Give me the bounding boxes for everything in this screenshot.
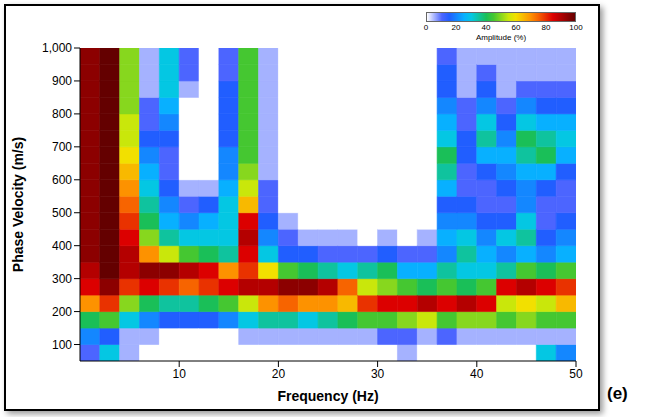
svg-text:700: 700 — [52, 140, 72, 154]
svg-text:10: 10 — [173, 367, 187, 381]
html-text:60: 60 — [511, 23, 521, 32]
html-text:80: 80 — [541, 23, 551, 32]
svg-text:200: 200 — [52, 305, 72, 319]
svg-text:40: 40 — [470, 367, 484, 381]
svg-text:800: 800 — [52, 107, 72, 121]
svg-text:400: 400 — [52, 239, 72, 253]
svg-text:300: 300 — [52, 272, 72, 286]
html-text:20: 20 — [451, 23, 461, 32]
svg-text:50: 50 — [569, 367, 583, 381]
svg-text:100: 100 — [52, 338, 72, 352]
svg-text:600: 600 — [52, 173, 72, 187]
svg-text:Frequency (Hz): Frequency (Hz) — [277, 388, 378, 404]
svg-text:20: 20 — [272, 367, 286, 381]
html-text:40: 40 — [481, 23, 491, 32]
svg-text:Phase Velocity (m/s): Phase Velocity (m/s) — [10, 137, 26, 272]
html-text:0: 0 — [423, 23, 429, 32]
html-text:(e): (e) — [607, 384, 628, 403]
svg-text:1,000: 1,000 — [42, 41, 72, 55]
svg-text:30: 30 — [371, 367, 385, 381]
svg-text:500: 500 — [52, 206, 72, 220]
html-text:Amplitude (%): Amplitude (%) — [475, 33, 527, 42]
html-text:100: 100 — [569, 23, 583, 32]
svg-text:900: 900 — [52, 74, 72, 88]
